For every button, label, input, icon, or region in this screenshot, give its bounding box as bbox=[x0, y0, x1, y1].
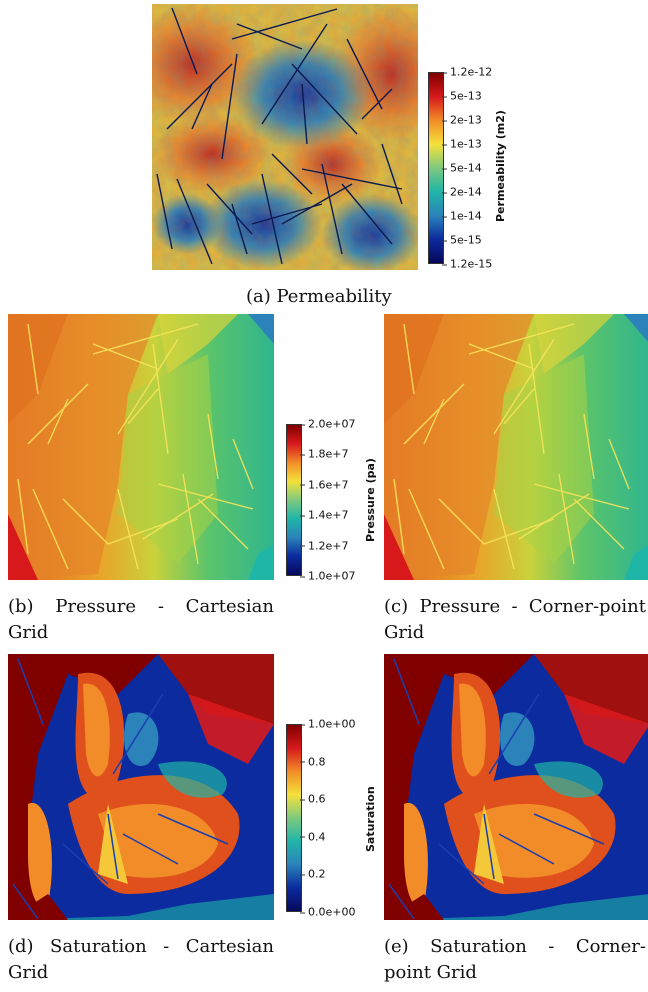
permeability-map bbox=[152, 4, 418, 270]
caption-word: (e) bbox=[384, 936, 409, 957]
saturation-cartesian-map bbox=[8, 654, 274, 920]
saturation-tick: 1.0e+00 bbox=[299, 717, 356, 731]
caption-line: Grid bbox=[8, 622, 49, 643]
caption-word: Cartesian bbox=[185, 936, 274, 957]
permeability-tick: 2e-14 bbox=[442, 185, 482, 199]
caption-line: Grid bbox=[8, 962, 49, 983]
caption-word: (b) bbox=[8, 596, 34, 617]
pressure-colorbar-title: Pressure (pa) bbox=[364, 458, 377, 542]
caption-a: (a) Permeability bbox=[246, 286, 392, 307]
caption-word: (c) bbox=[384, 596, 409, 617]
permeability-colorbar: 1.2e-12 5e-13 2e-13 1e-13 5e-14 2e-14 1e… bbox=[428, 66, 528, 271]
caption-d: (d) Saturation - Cartesian Grid bbox=[8, 934, 274, 986]
pressure-cartesian-map bbox=[8, 314, 274, 580]
saturation-colorbar-title: Saturation bbox=[364, 786, 377, 852]
permeability-tick: 1e-13 bbox=[442, 137, 482, 151]
saturation-colorbar: 1.0e+00 0.8 0.6 0.4 0.2 0.0e+00 Saturati… bbox=[286, 718, 386, 919]
caption-b: (b) Pressure - Cartesian Grid bbox=[8, 594, 274, 646]
caption-word: Corner-point bbox=[528, 596, 646, 617]
saturation-tick: 0.4 bbox=[300, 830, 326, 844]
caption-word: - bbox=[548, 936, 555, 957]
saturation-tick: 0.8 bbox=[300, 755, 326, 769]
permeability-tick: 1.2e-15 bbox=[441, 257, 493, 271]
saturation-tick: 0.6 bbox=[300, 792, 326, 806]
permeability-colorbar-title: Permeability (m2) bbox=[494, 110, 507, 222]
pressure-tick: 1.8e+7 bbox=[299, 447, 349, 461]
saturation-corner-point-map bbox=[384, 654, 648, 920]
saturation-colorbar-gradient bbox=[286, 724, 302, 912]
pressure-tick: 1.0e+07 bbox=[299, 569, 356, 583]
caption-word: Pressure bbox=[419, 596, 501, 617]
caption-line: point Grid bbox=[384, 962, 477, 983]
saturation-tick: 0.0e+00 bbox=[299, 905, 356, 919]
caption-word: Corner- bbox=[575, 936, 646, 957]
permeability-tick: 1.2e-12 bbox=[441, 65, 493, 79]
pressure-tick: 2.0e+07 bbox=[299, 417, 356, 431]
caption-word: Saturation bbox=[430, 936, 527, 957]
pressure-tick: 1.2e+7 bbox=[299, 539, 349, 553]
caption-c: (c) Pressure - Corner-point Grid bbox=[384, 594, 646, 646]
pressure-colorbar: 2.0e+07 1.8e+7 1.6e+7 1.4e+7 1.2e+7 1.0e… bbox=[286, 418, 386, 583]
permeability-tick: 5e-15 bbox=[442, 233, 482, 247]
caption-word: Saturation bbox=[50, 936, 147, 957]
caption-word: (d) bbox=[8, 936, 34, 957]
pressure-tick: 1.6e+7 bbox=[299, 478, 349, 492]
permeability-tick: 2e-13 bbox=[442, 113, 482, 127]
permeability-tick: 5e-14 bbox=[442, 161, 482, 175]
pressure-corner-point-map bbox=[384, 314, 648, 580]
caption-e: (e) Saturation - Corner- point Grid bbox=[384, 934, 646, 986]
permeability-tick: 5e-13 bbox=[442, 89, 482, 103]
caption-word: - bbox=[163, 936, 170, 957]
caption-word: - bbox=[157, 596, 164, 617]
caption-word: - bbox=[511, 596, 518, 617]
pressure-tick: 1.4e+7 bbox=[299, 508, 349, 522]
pressure-colorbar-gradient bbox=[286, 424, 302, 576]
caption-word: Cartesian bbox=[185, 596, 274, 617]
saturation-tick: 0.2 bbox=[300, 867, 326, 881]
permeability-tick: 1e-14 bbox=[442, 209, 482, 223]
caption-line: Grid bbox=[384, 622, 425, 643]
caption-word: Pressure bbox=[55, 596, 137, 617]
